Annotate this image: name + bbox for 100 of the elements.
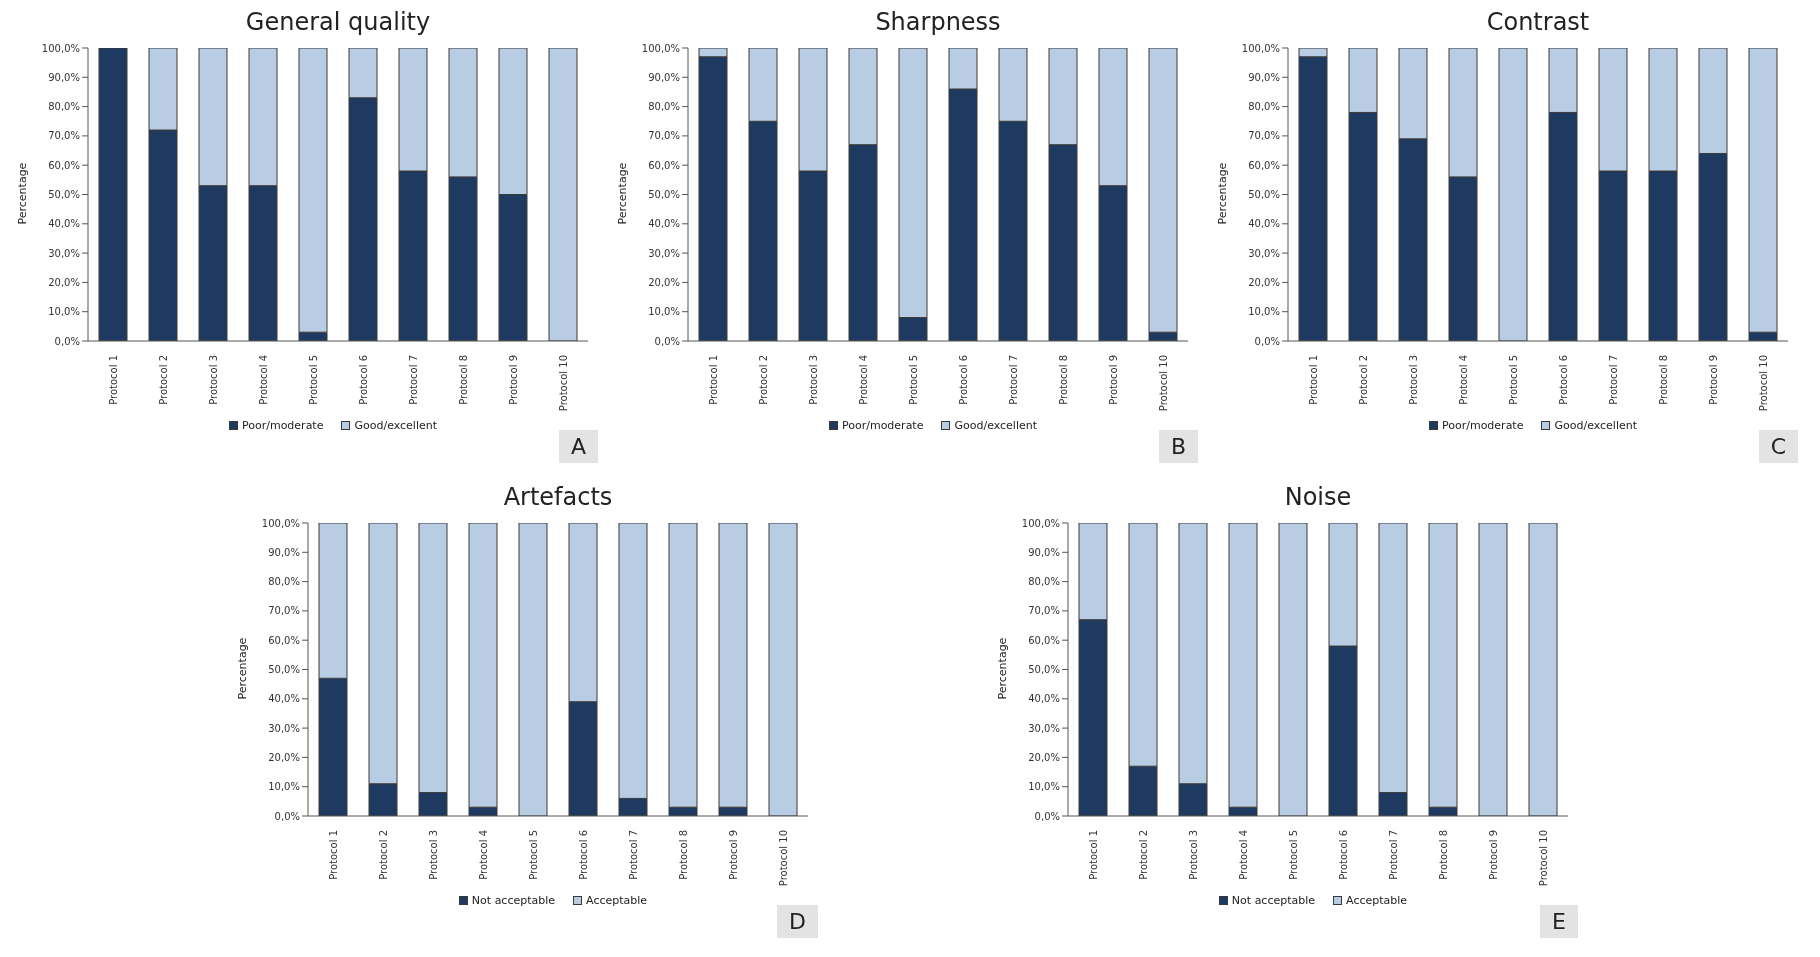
text: A (558, 430, 598, 463)
text: D (777, 905, 818, 938)
y-tick-label: 60,0% (648, 159, 680, 171)
x-tick-label: Protocol 1 (707, 355, 719, 405)
bar (548, 48, 578, 341)
y-tick-label: 90,0% (648, 71, 680, 83)
x-tick-label: Protocol 6 (1337, 830, 1349, 880)
y-tick-label: 60,0% (48, 159, 80, 171)
y-tick-label: 30,0% (648, 247, 680, 259)
x-tick-label: Protocol 4 (477, 830, 489, 880)
x-tick-label: Protocol 7 (1387, 830, 1399, 880)
y-tick-label: 10,0% (268, 781, 300, 793)
y-tick-label: 30,0% (48, 247, 80, 259)
x-tick-label: Protocol 10 (1537, 830, 1549, 887)
y-tick-label: 70,0% (268, 605, 300, 617)
bar (1278, 523, 1308, 816)
y-tick-label: 80,0% (1248, 101, 1280, 113)
x-tick-label: Protocol 10 (557, 355, 569, 412)
y-tick-label: 100,0% (641, 42, 680, 54)
y-tick-label: 0,0% (1034, 810, 1060, 822)
bar (1478, 523, 1508, 816)
legend-label: Not acceptable (1231, 894, 1316, 907)
x-tick-label: Protocol 3 (207, 355, 219, 405)
text: B (1158, 430, 1198, 463)
x-tick-label: Protocol 3 (427, 830, 439, 880)
x-tick-label: Protocol 4 (857, 355, 869, 405)
y-tick-label: 100,0% (1021, 517, 1060, 529)
x-tick-label: Protocol 8 (1657, 355, 1669, 405)
x-tick-label: Protocol 2 (377, 830, 389, 880)
y-tick-label: 100,0% (1241, 42, 1280, 54)
x-tick-label: Protocol 3 (1407, 355, 1419, 405)
legend-label: Poor/moderate (1441, 419, 1524, 432)
bar (1528, 523, 1558, 816)
y-tick-label: 60,0% (1248, 159, 1280, 171)
x-tick-label: Protocol 5 (1507, 355, 1519, 405)
y-tick-label: 10,0% (1028, 781, 1060, 793)
y-tick-label: 50,0% (48, 189, 80, 201)
x-tick-label: Protocol 2 (757, 355, 769, 405)
y-tick-label: 40,0% (48, 218, 80, 230)
y-tick-label: 40,0% (648, 218, 680, 230)
x-tick-label: Protocol 10 (777, 830, 789, 887)
x-tick-label: Protocol 2 (1357, 355, 1369, 405)
y-tick-label: 0,0% (274, 810, 300, 822)
x-tick-label: Protocol 8 (677, 830, 689, 880)
text: E (1540, 905, 1578, 938)
legend-label: Not acceptable (471, 894, 556, 907)
y-tick-label: 100,0% (41, 42, 80, 54)
x-tick-label: Protocol 5 (1287, 830, 1299, 880)
x-tick-label: Protocol 7 (1007, 355, 1019, 405)
x-tick-label: Protocol 5 (307, 355, 319, 405)
chart-title: Artefacts (502, 483, 614, 513)
bar (768, 523, 798, 816)
y-tick-label: 90,0% (268, 546, 300, 558)
y-tick-label: 30,0% (268, 722, 300, 734)
y-axis-title: Percentage (995, 637, 1009, 700)
y-tick-label: 50,0% (1028, 664, 1060, 676)
x-tick-label: Protocol 7 (407, 355, 419, 405)
y-tick-label: 20,0% (1248, 276, 1280, 288)
x-tick-label: Protocol 1 (1307, 355, 1319, 405)
x-tick-label: Protocol 8 (457, 355, 469, 405)
y-tick-label: 70,0% (1248, 130, 1280, 142)
x-tick-label: Protocol 9 (1107, 355, 1119, 405)
y-tick-label: 90,0% (1248, 71, 1280, 83)
legend-label: Poor/moderate (841, 419, 924, 432)
y-tick-label: 70,0% (48, 130, 80, 142)
x-tick-label: Protocol 4 (1457, 355, 1469, 405)
y-tick-label: 30,0% (1248, 247, 1280, 259)
y-tick-label: 40,0% (1028, 693, 1060, 705)
y-tick-label: 80,0% (648, 101, 680, 113)
y-tick-label: 10,0% (648, 306, 680, 318)
x-tick-label: Protocol 1 (327, 830, 339, 880)
y-tick-label: 60,0% (1028, 634, 1060, 646)
legend-label: Acceptable (1346, 894, 1408, 907)
y-tick-label: 0,0% (54, 335, 80, 347)
y-axis-title: Percentage (235, 637, 249, 700)
y-axis-title: Percentage (1215, 162, 1229, 225)
y-tick-label: 80,0% (268, 576, 300, 588)
x-tick-label: Protocol 3 (1187, 830, 1199, 880)
bar (518, 523, 548, 816)
x-tick-label: Protocol 6 (1557, 355, 1569, 405)
y-tick-label: 10,0% (1248, 306, 1280, 318)
y-tick-label: 20,0% (1028, 751, 1060, 763)
x-tick-label: Protocol 9 (1487, 830, 1499, 880)
x-tick-label: Protocol 5 (527, 830, 539, 880)
x-tick-label: Protocol 1 (1087, 830, 1099, 880)
y-tick-label: 10,0% (48, 306, 80, 318)
x-tick-label: Protocol 10 (1157, 355, 1169, 412)
legend-label: Good/excellent (1554, 419, 1637, 432)
x-tick-label: Protocol 9 (727, 830, 739, 880)
x-tick-label: Protocol 7 (1607, 355, 1619, 405)
y-tick-label: 50,0% (648, 189, 680, 201)
y-tick-label: 0,0% (1254, 335, 1280, 347)
y-tick-label: 0,0% (654, 335, 680, 347)
y-tick-label: 40,0% (268, 693, 300, 705)
bar (98, 48, 128, 341)
y-tick-label: 30,0% (1028, 722, 1060, 734)
text: C (1758, 430, 1798, 463)
chart-title: Sharpness (874, 8, 1002, 38)
x-tick-label: Protocol 6 (357, 355, 369, 405)
x-tick-label: Protocol 4 (1237, 830, 1249, 880)
